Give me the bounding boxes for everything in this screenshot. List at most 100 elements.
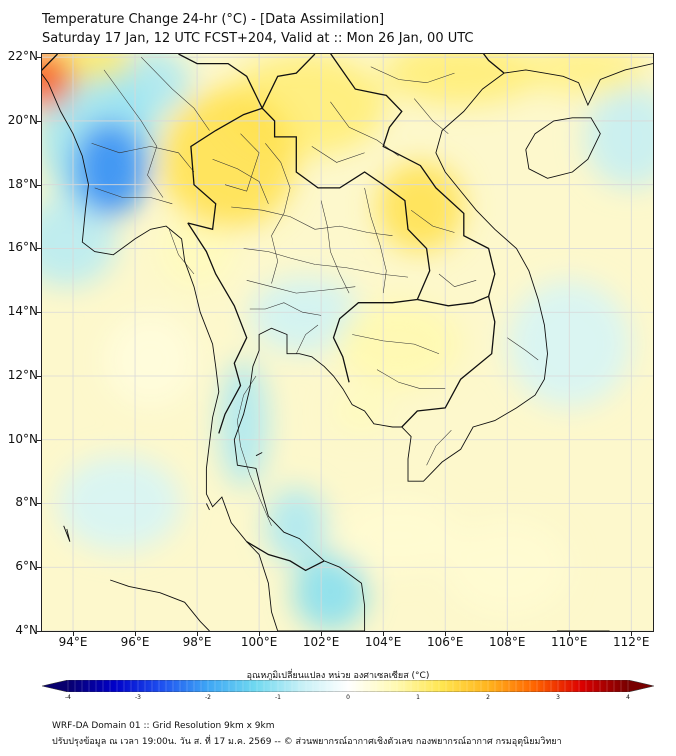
myanmar-india-bangladesh-border (42, 54, 58, 71)
map-panel[interactable] (41, 53, 654, 632)
lat-tick-8 (37, 567, 41, 569)
lon-tick-3 (259, 632, 261, 636)
myanmar-thailand-south-border (187, 222, 248, 434)
colorbar-tick-0: -4 (65, 694, 71, 701)
thai-province-lines-10 (224, 133, 260, 192)
laos-vietnam-province-lines-3 (438, 273, 477, 288)
lon-label-1: 96°E (120, 635, 150, 649)
thailand-malaysia-border (246, 541, 325, 572)
cooling-anomaly-8 (584, 85, 653, 188)
province-boundaries (91, 57, 539, 526)
cooling-anomaly-22 (73, 121, 148, 217)
footer-model-info: WRF-DA Domain 01 :: Grid Resolution 9km … (52, 721, 275, 731)
thai-province-lines-6 (320, 200, 350, 294)
sumatra-north-coast (110, 579, 210, 631)
hainan-island-coast (525, 117, 601, 179)
thai-province-lines-9 (296, 324, 319, 354)
lat-tick-3 (37, 248, 41, 250)
thai-province-lines-3 (246, 280, 356, 294)
warming-anomaly-23 (42, 54, 73, 109)
warming-anomaly-2 (336, 497, 461, 574)
thai-province-lines-4 (249, 302, 322, 316)
laos-vietnam-province-lines-1 (311, 146, 365, 163)
country-borders (42, 54, 505, 572)
warming-anomaly-15 (522, 54, 647, 96)
cooling-anomaly-18 (293, 554, 368, 631)
lon-label-9: 112°E (613, 635, 650, 649)
lon-tick-1 (135, 632, 137, 636)
thai-province-lines-0 (212, 158, 269, 204)
colorbar-tick-6: 2 (486, 694, 490, 701)
laos-vietnam-province-lines-9 (507, 337, 539, 361)
phuket-coast (205, 503, 210, 511)
myanmar-state-lines-1 (141, 57, 210, 131)
lon-tick-4 (321, 632, 323, 636)
lon-tick-9 (631, 632, 633, 636)
colorbar (42, 680, 654, 692)
lat-label-5: 12°N (7, 367, 38, 382)
myanmar-china-border (178, 54, 316, 110)
warming-anomaly-6 (333, 391, 390, 431)
thai-province-lines-8 (237, 375, 272, 526)
thailand-cambodia-border (332, 298, 418, 383)
lon-label-3: 100°E (240, 635, 278, 649)
thai-province-lines-2 (243, 248, 409, 278)
lat-tick-6 (37, 439, 41, 441)
thailand-laos-border (261, 107, 431, 300)
colorbar-label: อุณหภูมิเปลี่ยนแปลง หน่วย องศาเซลเซียส (… (246, 671, 430, 681)
lat-tick-2 (37, 184, 41, 186)
colorbar-tick-3: -1 (275, 694, 281, 701)
lon-tick-6 (445, 632, 447, 636)
nicobar-island-coast (63, 525, 71, 542)
warming-anomaly-21 (377, 162, 464, 252)
cooling-anomaly-13 (265, 487, 328, 565)
lon-tick-2 (197, 632, 199, 636)
lon-label-6: 106°E (426, 635, 464, 649)
lat-tick-7 (37, 503, 41, 505)
lon-tick-0 (73, 632, 74, 636)
lat-label-4: 14°N (7, 304, 38, 319)
cooling-anomaly-5 (249, 277, 362, 354)
lat-label-8: 6°N (15, 559, 38, 574)
china-vietnam-border (482, 54, 505, 74)
colorbar-tick-7: 3 (556, 694, 560, 701)
cooling-anomaly-10 (42, 197, 117, 287)
lat-label-9: 4°N (15, 623, 38, 637)
laos-vietnam-province-lines-4 (370, 66, 455, 83)
lon-tick-5 (383, 632, 385, 636)
myanmar-state-lines-3 (94, 187, 173, 205)
colorbar-tick-1: -3 (135, 694, 141, 701)
laos-vietnam-province-lines-8 (426, 430, 452, 466)
lat-tick-4 (37, 312, 41, 314)
colorbar-bar (42, 680, 654, 692)
map-canvas[interactable] (42, 54, 653, 631)
lon-label-7: 108°E (488, 635, 526, 649)
colorbar-tick-5: 1 (416, 694, 420, 701)
lat-label-3: 16°N (7, 240, 38, 255)
koh-samui-coast (255, 452, 263, 457)
warming-anomaly-17 (383, 54, 539, 105)
laos-vietnam-province-lines-2 (410, 209, 455, 233)
footer-credit: ปรับปรุงข้อมูล ณ เวลา 19:00น. วัน ส. ที่… (52, 737, 562, 747)
lon-label-5: 104°E (364, 635, 402, 649)
lat-tick-0 (37, 57, 41, 59)
lat-label-1: 20°N (7, 112, 38, 127)
laos-vietnam-province-lines-6 (352, 334, 440, 354)
thai-province-lines-5 (265, 143, 291, 284)
coastlines (42, 63, 653, 631)
warming-anomaly-9 (336, 299, 461, 389)
colorbar-tick-8: 4 (626, 694, 630, 701)
cooling-anomaly-12 (218, 360, 269, 488)
lat-label-2: 18°N (7, 176, 38, 191)
myanmar-state-lines-2 (91, 143, 195, 173)
myanmar-thailand-north-border (187, 107, 263, 231)
laos-vietnam-province-lines-7 (376, 369, 446, 389)
map-title: Temperature Change 24-hr (°C) - [Data As… (42, 12, 385, 27)
graticule (42, 54, 653, 631)
lon-label-2: 98°E (182, 635, 212, 649)
thai-province-lines-1 (231, 206, 393, 236)
cambodia-laos-border (417, 295, 489, 307)
lon-tick-7 (507, 632, 509, 636)
lat-label-6: 10°N (7, 431, 38, 446)
laos-vietnam-province-lines-0 (330, 101, 399, 157)
